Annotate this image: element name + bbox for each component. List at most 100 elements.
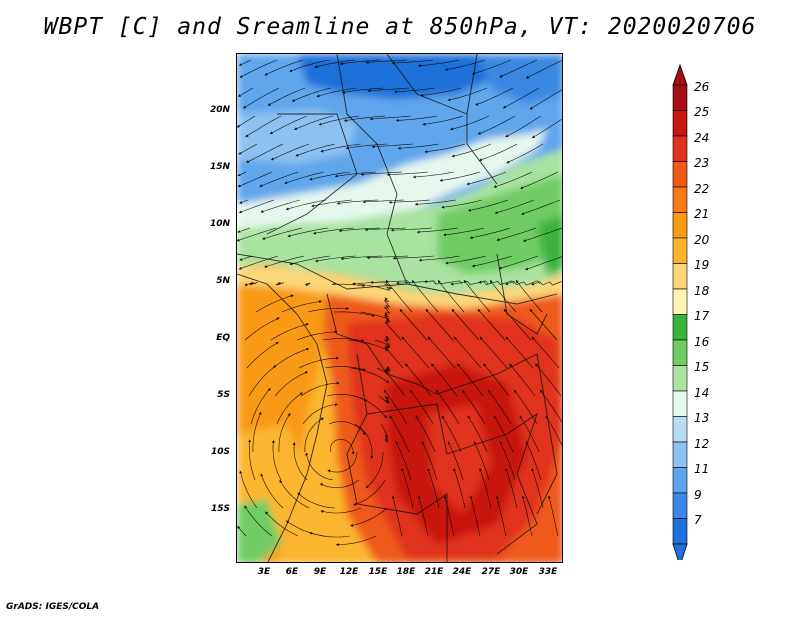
streamline (444, 59, 486, 71)
streamline (314, 59, 356, 69)
streamline (424, 143, 466, 154)
streamline (520, 171, 559, 190)
lon-label-21e: 21E (424, 567, 444, 577)
streamline (365, 59, 408, 64)
colorbar-swatch (672, 339, 688, 366)
colorbar-swatch (672, 518, 688, 545)
streamline (274, 371, 308, 397)
streamline (281, 300, 322, 313)
streamline (443, 227, 485, 237)
streamline (495, 495, 507, 537)
streamline (239, 255, 253, 261)
streamline (244, 505, 273, 537)
colorbar-label-23: 23 (694, 156, 710, 170)
streamline (506, 143, 544, 164)
streamline (270, 323, 309, 341)
streamline (367, 87, 410, 93)
streamline (238, 59, 252, 66)
streamline (461, 389, 486, 425)
streamline (335, 535, 377, 547)
streamline (269, 115, 308, 135)
streamline (370, 280, 411, 285)
streamline (417, 495, 429, 537)
colorbar-swatch (672, 314, 688, 341)
streamline (309, 171, 351, 181)
streamline (305, 452, 334, 481)
streamline (242, 87, 280, 109)
streamline (340, 255, 383, 261)
colorbar-label-18: 18 (694, 284, 710, 298)
wbpt-field-map (237, 54, 562, 562)
streamline (477, 115, 516, 135)
streamline (427, 336, 456, 369)
streamline (314, 255, 357, 263)
lat-label-15n: 15N (209, 162, 230, 172)
streamline (477, 308, 506, 341)
streamline (437, 279, 465, 313)
streamline (504, 280, 541, 286)
streamline (237, 171, 273, 188)
streamline (285, 199, 327, 211)
streamline (435, 389, 460, 425)
colorbar-swatch (672, 441, 688, 468)
streamline (397, 143, 440, 150)
streamline (264, 59, 304, 76)
streamline (393, 87, 436, 94)
streamline (369, 115, 412, 121)
streamline (469, 495, 481, 537)
streamline (522, 227, 562, 242)
streamline (289, 255, 331, 266)
streamline (248, 365, 277, 397)
streamline (489, 279, 517, 313)
streamline (445, 255, 487, 265)
streamline (531, 336, 560, 369)
streamline (250, 387, 271, 425)
streamline (264, 255, 305, 268)
streamline (357, 283, 393, 291)
streamline (471, 59, 512, 75)
streamline (505, 336, 534, 369)
streamline (493, 415, 514, 453)
streamline (341, 87, 384, 94)
streamline (467, 415, 488, 453)
lon-label-9e: 9E (313, 567, 327, 577)
lat-label-15s: 15S (210, 504, 230, 514)
streamline (378, 395, 390, 404)
streamline (494, 199, 535, 214)
streamline (272, 347, 310, 369)
streamline (466, 171, 507, 186)
streamline (237, 87, 254, 97)
colorbar-swatch (672, 135, 688, 162)
colorbar-label-17: 17 (694, 309, 710, 323)
streamline (524, 256, 562, 271)
streamline (505, 468, 518, 509)
streamline (521, 495, 533, 537)
streamline (248, 439, 256, 481)
streamline (427, 468, 440, 509)
streamline (328, 421, 366, 435)
streamline (392, 255, 435, 260)
streamline (311, 199, 353, 208)
streamline (312, 227, 355, 235)
colorbar-swatch (672, 161, 688, 188)
streamline (395, 115, 438, 122)
streamline (297, 492, 336, 509)
streamline (431, 363, 458, 397)
streamline (505, 115, 542, 138)
colorbar-swatch (672, 84, 688, 111)
streamline (293, 115, 334, 131)
streamline (352, 395, 387, 419)
streamline (348, 339, 389, 351)
streamline (478, 143, 518, 161)
streamline (237, 525, 247, 537)
streamline (350, 507, 388, 527)
streamline (502, 87, 540, 109)
streamline (513, 389, 538, 425)
streamline (260, 473, 284, 509)
streamline (339, 59, 382, 66)
streamline (237, 227, 251, 233)
streamline (422, 115, 464, 126)
lon-label-15e: 15E (368, 567, 388, 577)
streamline (384, 317, 402, 341)
streamline (487, 389, 512, 425)
